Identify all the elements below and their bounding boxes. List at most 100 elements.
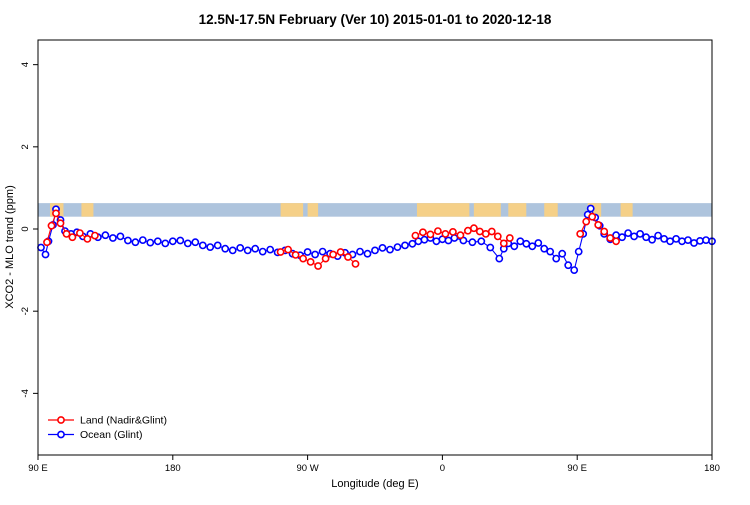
data-point (540, 244, 549, 253)
data-point (546, 247, 555, 256)
data-point (612, 237, 620, 246)
data-point (62, 229, 71, 238)
x-tick-label: 180 (165, 463, 181, 474)
data-point (76, 229, 84, 237)
data-point (696, 236, 704, 245)
data-point (43, 238, 51, 247)
data-point (191, 238, 200, 247)
data-point (336, 248, 345, 256)
data-point (329, 250, 337, 259)
data-point (198, 241, 207, 250)
data-point (213, 241, 222, 250)
data-point (477, 237, 486, 246)
data-point (534, 239, 543, 247)
legend-item-land: Land (Nadir&Glint) (48, 415, 167, 427)
data-point (221, 244, 230, 253)
data-point (101, 231, 110, 240)
y-tick-label: 2 (20, 144, 31, 149)
data-point (131, 238, 140, 247)
data-point (109, 234, 117, 242)
data-point (468, 238, 477, 247)
data-point (586, 204, 595, 213)
data-point (116, 232, 125, 241)
data-point (456, 231, 465, 240)
land-series (43, 209, 620, 270)
data-point (594, 220, 603, 229)
data-point (411, 231, 420, 240)
data-point (258, 247, 267, 256)
data-point (299, 254, 307, 263)
data-point (47, 221, 56, 230)
data-point (636, 229, 644, 238)
data-point (318, 247, 327, 256)
x-axis-label: Longitude (deg E) (331, 478, 418, 490)
data-point (574, 247, 583, 256)
data-point (91, 231, 99, 240)
axes: 90 E 180 90 W 0 90 E 180 -4 -2 0 2 4 (20, 62, 720, 474)
data-point (648, 235, 656, 244)
data-point (371, 246, 379, 255)
data-point (426, 230, 435, 239)
data-point (251, 244, 260, 253)
data-point (284, 245, 292, 254)
data-point (469, 224, 478, 233)
data-point (176, 236, 185, 245)
data-point (624, 229, 632, 237)
data-point (505, 234, 514, 242)
legend-item-ocean: Ocean (Glint) (48, 429, 142, 441)
y-tick-label: 0 (20, 226, 31, 231)
data-point (618, 233, 626, 242)
chart-title: 12.5N-17.5N February (Ver 10) 2015-01-01… (199, 12, 552, 27)
data-point (303, 248, 312, 256)
legend-point-sample (57, 430, 65, 439)
data-point (684, 236, 692, 244)
data-point (486, 243, 495, 252)
x-tick-label: 90 W (297, 463, 319, 474)
data-point (433, 227, 442, 235)
map-band-land-segment (280, 203, 304, 217)
data-point (654, 231, 662, 240)
data-point (146, 238, 155, 247)
data-point (418, 228, 427, 237)
y-tick-label: 4 (20, 62, 31, 67)
data-point (311, 250, 319, 259)
data-point (56, 219, 65, 228)
y-tick-label: -2 (20, 307, 31, 315)
data-point (570, 266, 579, 274)
data-point (678, 237, 686, 246)
data-point (582, 217, 591, 226)
map-band-land-segment (81, 203, 94, 217)
data-point (487, 227, 496, 236)
legend: Land (Nadir&Glint) Ocean (Glint) (48, 415, 167, 441)
data-point (401, 241, 409, 250)
y-axis-label: XCO2 - MLO trend (ppm) (4, 185, 16, 308)
y-tick-label: -4 (20, 389, 31, 397)
data-point (495, 254, 504, 263)
data-point (236, 243, 245, 252)
data-point (41, 250, 50, 259)
data-point (37, 243, 45, 252)
data-series (37, 204, 716, 274)
data-point (291, 250, 300, 259)
x-tick-label: 180 (704, 463, 720, 474)
latitude-map-band (38, 203, 712, 217)
data-point (168, 237, 177, 246)
map-band-land-segment (544, 203, 558, 217)
data-point (52, 209, 60, 218)
data-point (499, 239, 508, 248)
data-point (448, 227, 457, 236)
data-point (386, 245, 394, 254)
data-point (228, 246, 237, 255)
data-point (558, 249, 567, 258)
data-point (564, 261, 573, 270)
data-point (493, 232, 502, 241)
data-point (356, 247, 364, 256)
x-tick-label: 0 (440, 463, 445, 474)
data-point (576, 229, 585, 238)
data-point (276, 248, 285, 256)
data-point (243, 246, 252, 255)
legend-label: Land (Nadir&Glint) (80, 415, 167, 427)
data-point (702, 236, 710, 244)
